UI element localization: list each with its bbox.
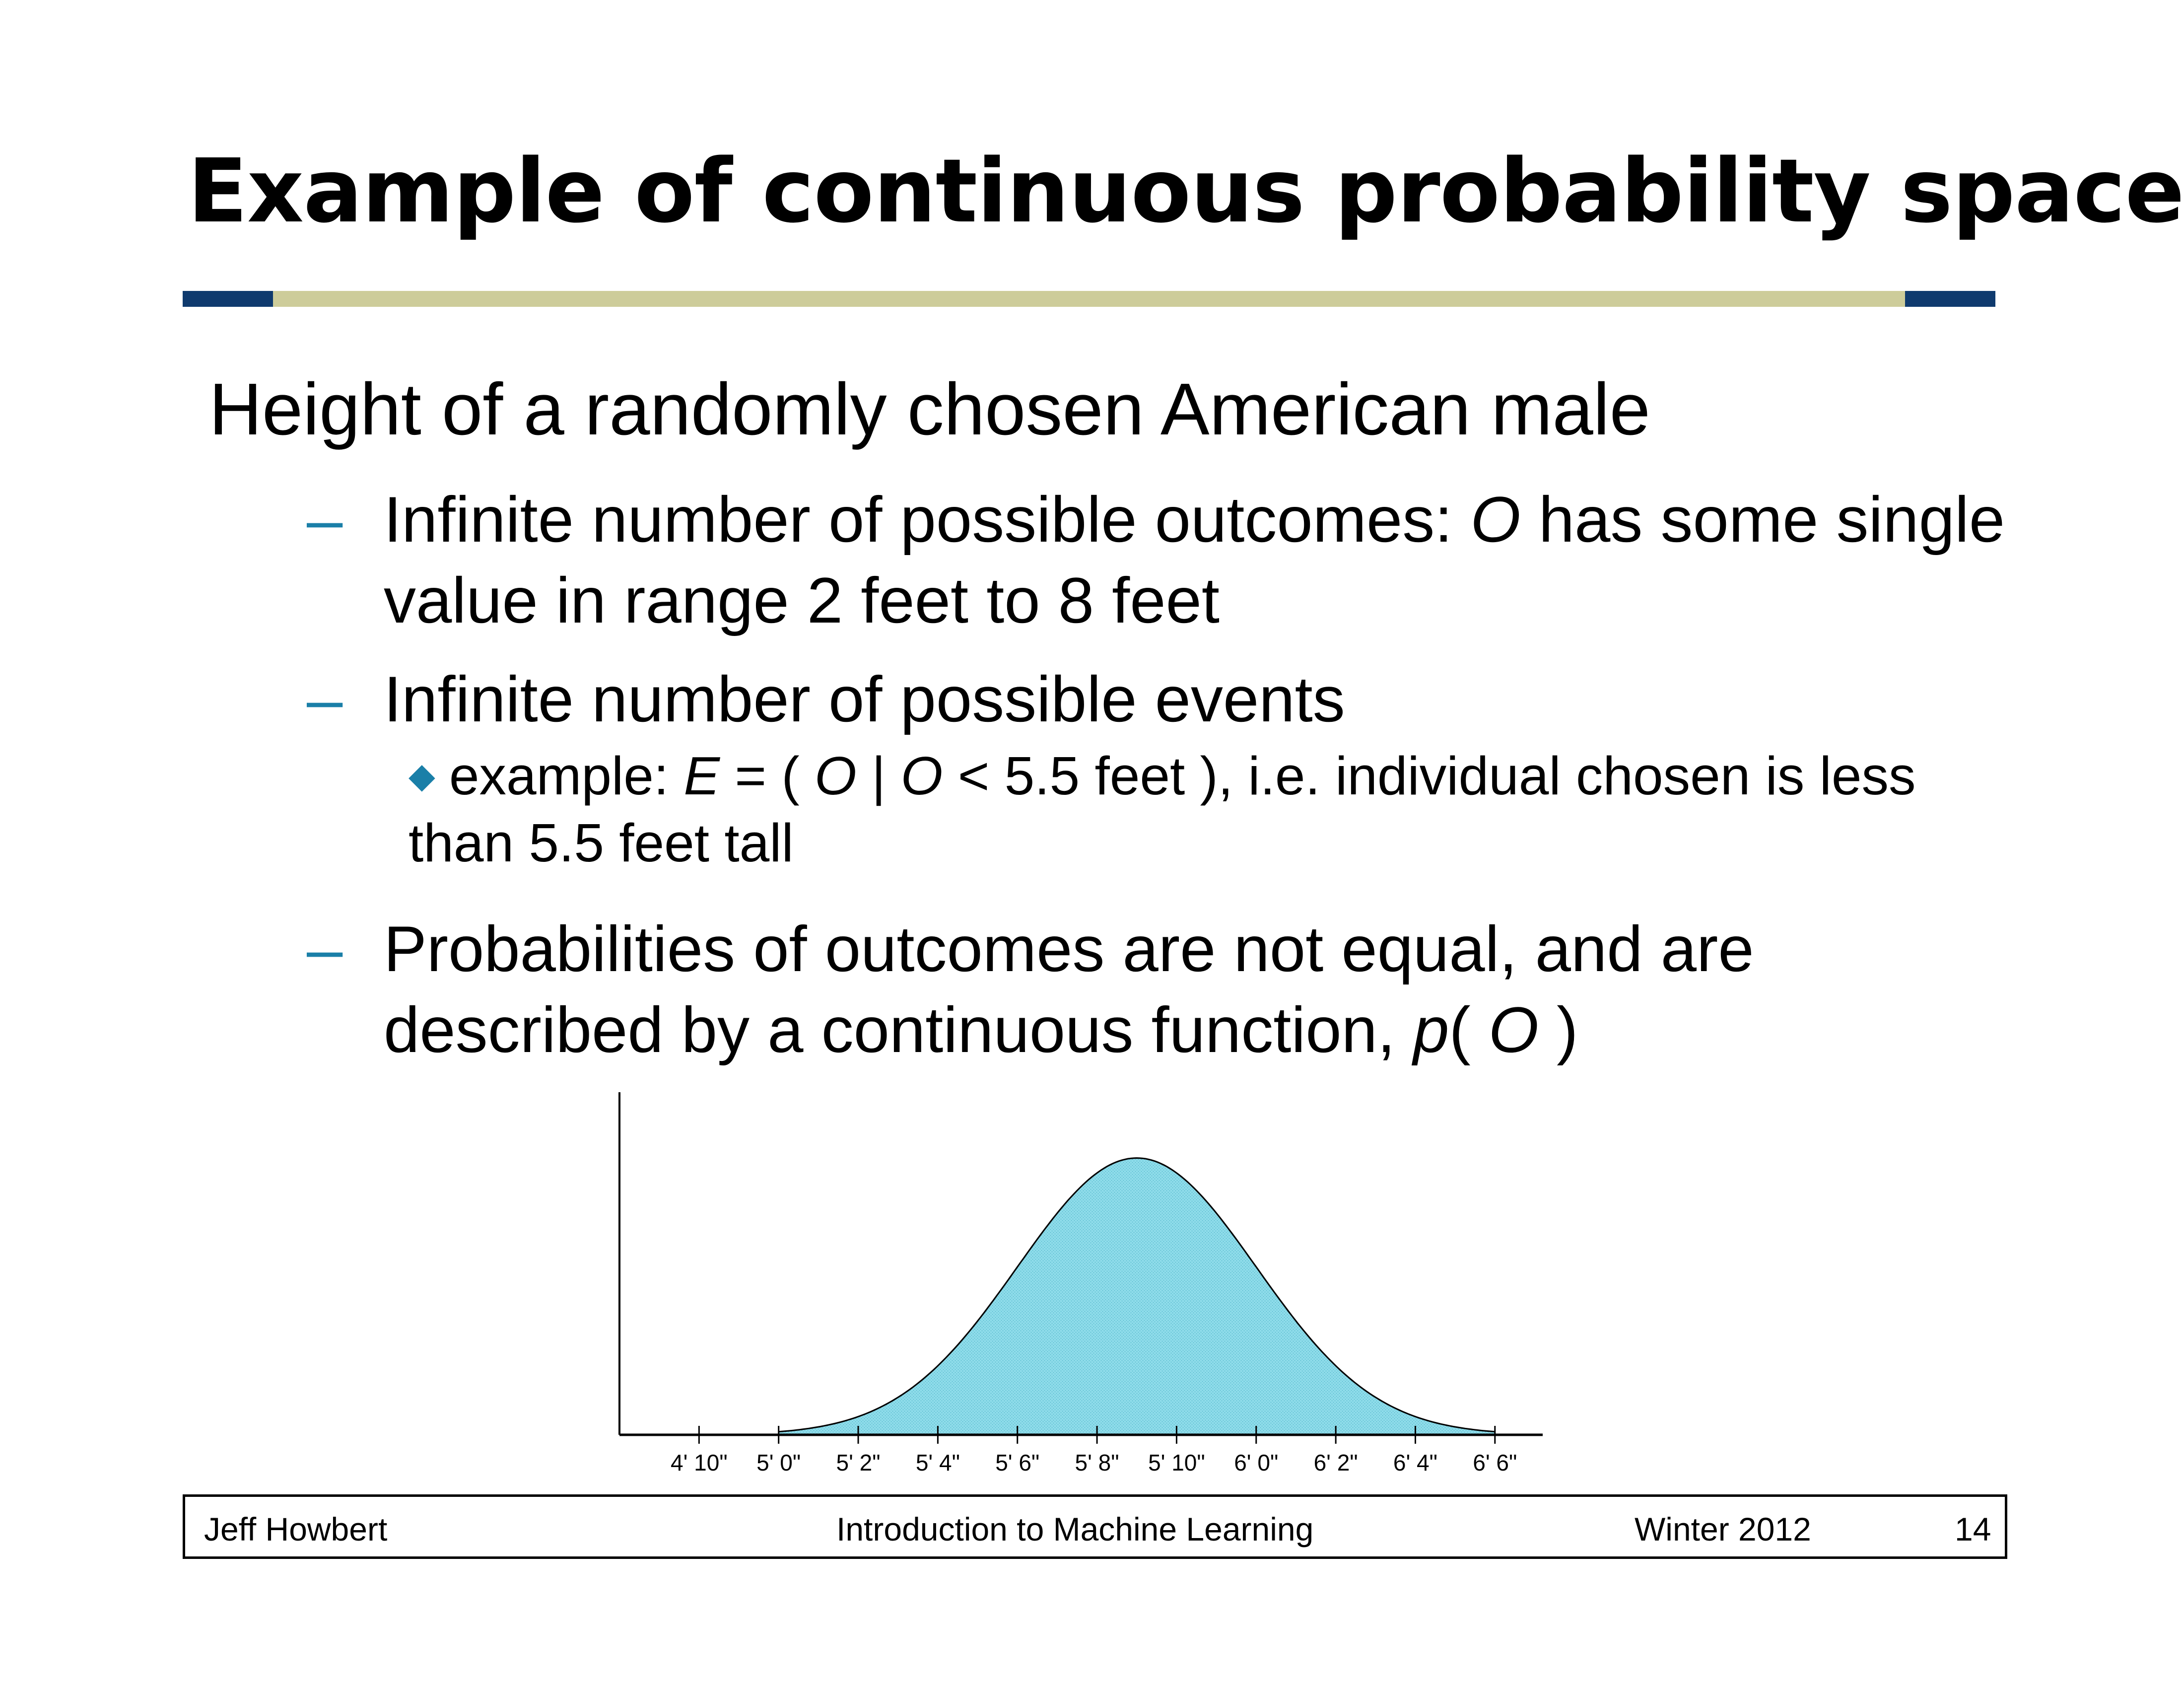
diamond-icon: ◆ — [409, 756, 435, 795]
event-symbol: E — [683, 746, 720, 806]
outcome-symbol: O — [1470, 483, 1521, 556]
x-tick-label: 4' 10" — [671, 1450, 728, 1476]
x-tick-label: 5' 6" — [995, 1450, 1039, 1476]
bullet-probabilities: Probabilities of outcomes are not equal,… — [384, 909, 2022, 1070]
dash-bullet: – — [307, 663, 343, 735]
sub-text: < 5.5 feet ), i.e. individual chosen is … — [409, 746, 1916, 873]
bullet-text: Infinite number of possible outcomes: — [384, 483, 1471, 556]
dash-bullet: – — [307, 913, 343, 985]
x-tick-label: 6' 0" — [1234, 1450, 1278, 1476]
sub-text: | — [856, 746, 901, 806]
x-tick-label: 6' 4" — [1393, 1450, 1437, 1476]
bullet-text: ) — [1538, 993, 1578, 1066]
x-tick-label: 5' 8" — [1075, 1450, 1119, 1476]
footer-term: Winter 2012 — [1635, 1511, 1811, 1547]
dash-bullet: – — [307, 483, 343, 556]
slide-title: Example of continuous probability space — [188, 140, 2184, 242]
height-distribution-chart: 4' 10" 5' 0" 5' 2" 5' 4" 5' 6" 5' 8" 5' 10" 6' … — [618, 1092, 1543, 1476]
distribution-area — [778, 1158, 1495, 1435]
x-tick-label: 6' 2" — [1314, 1450, 1358, 1476]
footer-page: 14 — [1955, 1511, 1991, 1547]
bullet-text: Probabilities of outcomes are not equal,… — [384, 913, 1754, 1066]
sub-text: example: — [449, 746, 684, 806]
title-rule-right — [1905, 291, 1995, 307]
distribution-curve — [778, 1157, 1495, 1433]
x-tick-label: 5' 2" — [836, 1450, 881, 1476]
bullet-text: has some single value in range 2 feet to… — [384, 483, 2005, 636]
x-tick-label: 6' 6" — [1473, 1450, 1517, 1476]
outcome-symbol: O — [814, 746, 857, 806]
x-tick-label: 5' 4" — [916, 1450, 960, 1476]
title-rule-left — [183, 291, 273, 307]
x-tick-label: 5' 10" — [1148, 1450, 1205, 1476]
title-rule-middle — [273, 291, 1905, 307]
bullet-text: ( — [1449, 993, 1489, 1066]
x-tick-label: 5' 0" — [756, 1450, 801, 1476]
sub-bullet-example: ◆ example: E = ( O | O < 5.5 feet ), i.e.… — [409, 742, 1997, 877]
outcome-symbol: O — [1488, 993, 1539, 1066]
footer: Jeff Howbert Introduction to Machine Lea… — [183, 1494, 2007, 1559]
function-symbol: p — [1413, 993, 1449, 1066]
bullet-outcomes: Infinite number of possible outcomes: O … — [384, 479, 2022, 641]
outcome-symbol: O — [900, 746, 943, 806]
heading: Height of a randomly chosen American mal… — [209, 368, 1650, 450]
bullet-events: Infinite number of possible events — [384, 663, 1345, 735]
sub-text: = ( — [720, 746, 815, 806]
footer-author: Jeff Howbert — [204, 1511, 388, 1547]
footer-course: Introduction to Machine Learning — [836, 1511, 1314, 1547]
